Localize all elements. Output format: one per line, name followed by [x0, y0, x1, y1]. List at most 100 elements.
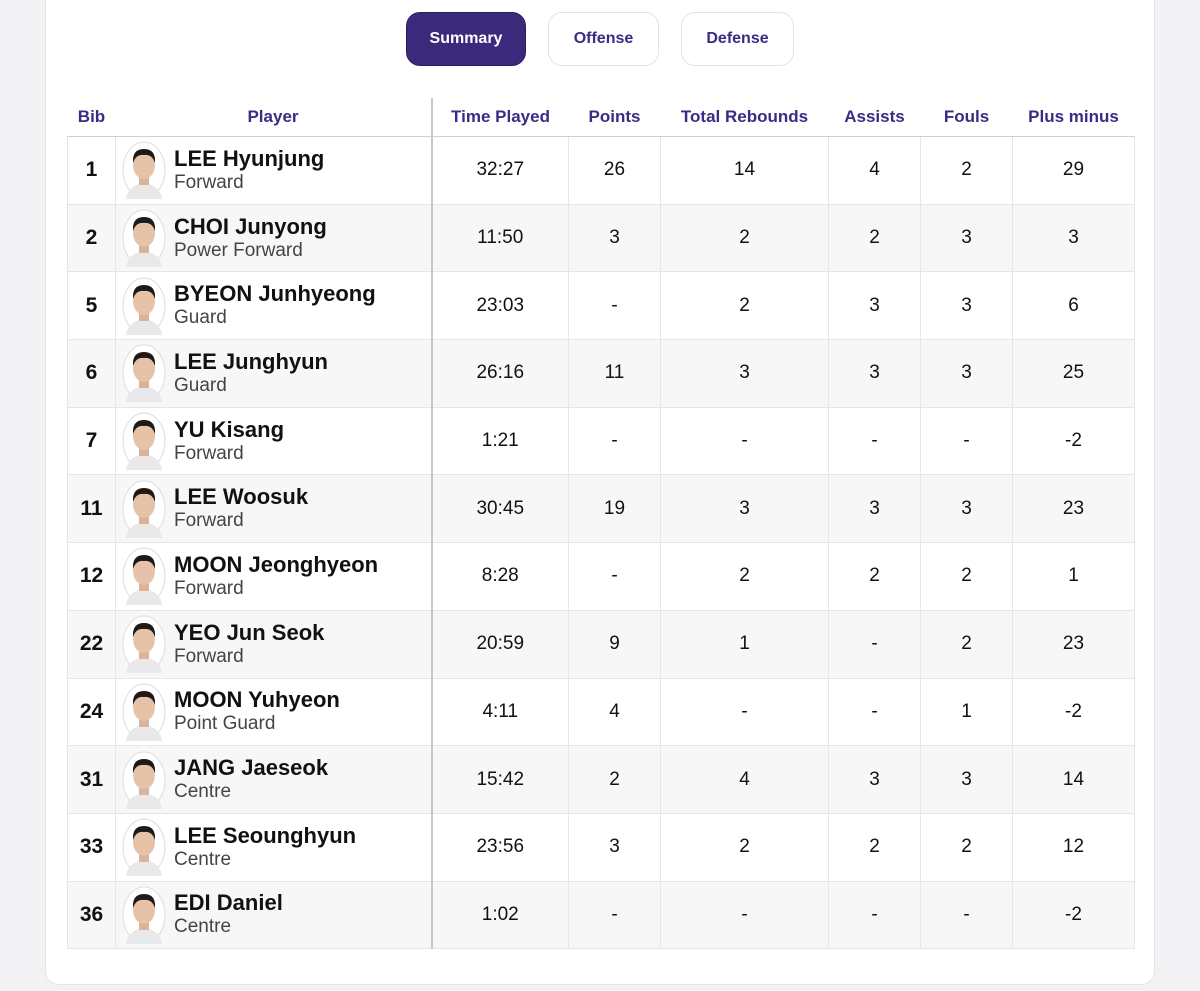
player-info: LEE Junghyun Guard	[116, 344, 431, 403]
player-photo	[122, 547, 166, 606]
player-text: LEE Hyunjung Forward	[174, 146, 324, 195]
stat-cell: 3	[920, 271, 1013, 341]
stat-cell: -	[568, 542, 661, 611]
player-text: MOON Jeonghyeon Forward	[174, 552, 378, 601]
stat-cell: 3	[660, 339, 829, 408]
player-name: LEE Junghyun	[174, 348, 328, 374]
stat-cell: 11	[568, 339, 661, 408]
player-cell: JANG Jaeseok Centre	[115, 745, 433, 814]
table-row: 36 EDI Daniel Centre 1:02- - - - -2	[67, 880, 1135, 950]
player-position: Point Guard	[174, 713, 276, 735]
stat-cell: 2	[568, 745, 661, 814]
player-text: MOON Yuhyeon Point Guard	[174, 687, 340, 736]
stat-cell: -2	[1012, 677, 1135, 747]
stat-cell: -	[660, 677, 829, 747]
player-name: LEE Hyunjung	[174, 145, 325, 171]
stat-cell: 4	[660, 745, 829, 814]
stat-cell: 11:50	[431, 203, 569, 273]
column-header: Time Played	[431, 98, 569, 137]
stat-cell: 2	[920, 609, 1013, 679]
stat-cell: 6	[1012, 271, 1135, 341]
bib-cell: 36	[67, 880, 116, 950]
stat-cell: 14	[1012, 745, 1135, 814]
stat-cell: 3	[568, 812, 661, 882]
player-cell: YU Kisang Forward	[115, 406, 433, 476]
player-text: EDI Daniel Centre	[174, 890, 283, 939]
player-name: BYEON Junhyeong	[174, 281, 376, 307]
player-info: YU Kisang Forward	[116, 412, 431, 471]
bib-cell: 6	[67, 339, 116, 408]
player-photo	[122, 209, 166, 268]
player-photo	[122, 277, 166, 335]
table-row: 1 LEE Hyunjung Forward 32:27 26 14 4 2 29	[67, 136, 1135, 205]
stat-cell: -	[828, 406, 921, 476]
table-row: 6 LEE Junghyun Guard 26:16 11 3 3 3 25	[67, 339, 1135, 408]
header-row: Bib Player Time Played Points Total Rebounds…	[67, 98, 1135, 137]
column-header: Assists	[828, 98, 921, 137]
stat-cell: 2	[828, 812, 921, 882]
stat-cell: 4:11	[431, 677, 569, 747]
player-position: Centre	[174, 916, 232, 938]
stat-cell: 20:59	[431, 609, 569, 679]
player-cell: LEE Woosuk Forward	[115, 474, 433, 544]
stat-cell: -2	[1012, 880, 1135, 950]
bib-cell: 1	[67, 136, 116, 205]
table-head: Bib Player Time Played Points Total Rebounds…	[67, 98, 1135, 137]
stat-cell: 2	[660, 271, 829, 341]
player-text: YEO Jun Seok Forward	[174, 620, 324, 669]
player-info: BYEON Junhyeong Guard	[116, 277, 431, 335]
stat-cell: 3	[920, 474, 1013, 544]
stat-cell: 2	[920, 136, 1013, 205]
player-info: YEO Jun Seok Forward	[116, 615, 431, 674]
stat-cell: 2	[920, 812, 1013, 882]
table-row: 5 BYEON Junhyeong Guard 23:03-2 3 3 6	[67, 271, 1135, 341]
stat-cell: -	[828, 880, 921, 950]
stat-cell: 3	[920, 339, 1013, 408]
player-name: YU Kisang	[174, 416, 285, 442]
player-info: MOON Yuhyeon Point Guard	[116, 683, 431, 741]
player-cell: YEO Jun Seok Forward	[115, 609, 433, 679]
player-name: CHOI Junyong	[174, 213, 327, 239]
bib-cell: 7	[67, 406, 116, 476]
stat-cell: 3	[828, 745, 921, 814]
column-header: Plus minus	[1012, 98, 1135, 137]
player-photo	[122, 683, 166, 741]
player-photo	[122, 615, 166, 674]
stat-cell: 14	[660, 136, 829, 205]
stats-table: Bib Player Time Played Points Total Rebounds…	[67, 98, 1135, 950]
stat-cell: 3	[920, 745, 1013, 814]
stat-cell: 2	[920, 542, 1013, 611]
player-text: JANG Jaeseok Centre	[174, 755, 328, 804]
player-info: LEE Hyunjung Forward	[116, 141, 431, 200]
stat-cell: 25	[1012, 339, 1135, 408]
stat-cell: 30:45	[431, 474, 569, 544]
player-position: Guard	[174, 374, 227, 396]
column-header: Points	[568, 98, 661, 137]
stat-cell: 12	[1012, 812, 1135, 882]
stat-cell: -	[920, 880, 1013, 950]
table-row: 31 JANG Jaeseok Centre 15:42 2 4 3 3 14	[67, 745, 1135, 814]
player-photo	[122, 412, 166, 471]
tab-button[interactable]: Summary	[406, 12, 526, 66]
tab-button[interactable]: Offense	[548, 12, 659, 66]
column-header: Fouls	[920, 98, 1013, 137]
player-info: LEE Woosuk Forward	[116, 480, 431, 538]
player-photo	[122, 818, 166, 877]
player-cell: LEE Seounghyun Centre	[115, 812, 433, 882]
stat-cell: 2	[660, 812, 829, 882]
bib-cell: 22	[67, 609, 116, 679]
player-text: LEE Seounghyun Centre	[174, 823, 356, 872]
player-info: JANG Jaeseok Centre	[116, 751, 431, 809]
tab-button[interactable]: Defense	[681, 12, 794, 66]
tab-bar: Summary Offense Defense	[0, 12, 1200, 68]
player-info: EDI Daniel Centre	[116, 886, 431, 944]
stat-cell: -	[828, 677, 921, 747]
player-name: YEO Jun Seok	[174, 619, 325, 645]
stat-cell: 23:56	[431, 812, 569, 882]
stat-cell: 1	[660, 609, 829, 679]
player-cell: MOON Yuhyeon Point Guard	[115, 677, 433, 747]
stat-cell: 4	[568, 677, 661, 747]
stat-cell: 2	[660, 203, 829, 273]
stat-cell: 3	[828, 474, 921, 544]
stat-cell: 26:16	[431, 339, 569, 408]
